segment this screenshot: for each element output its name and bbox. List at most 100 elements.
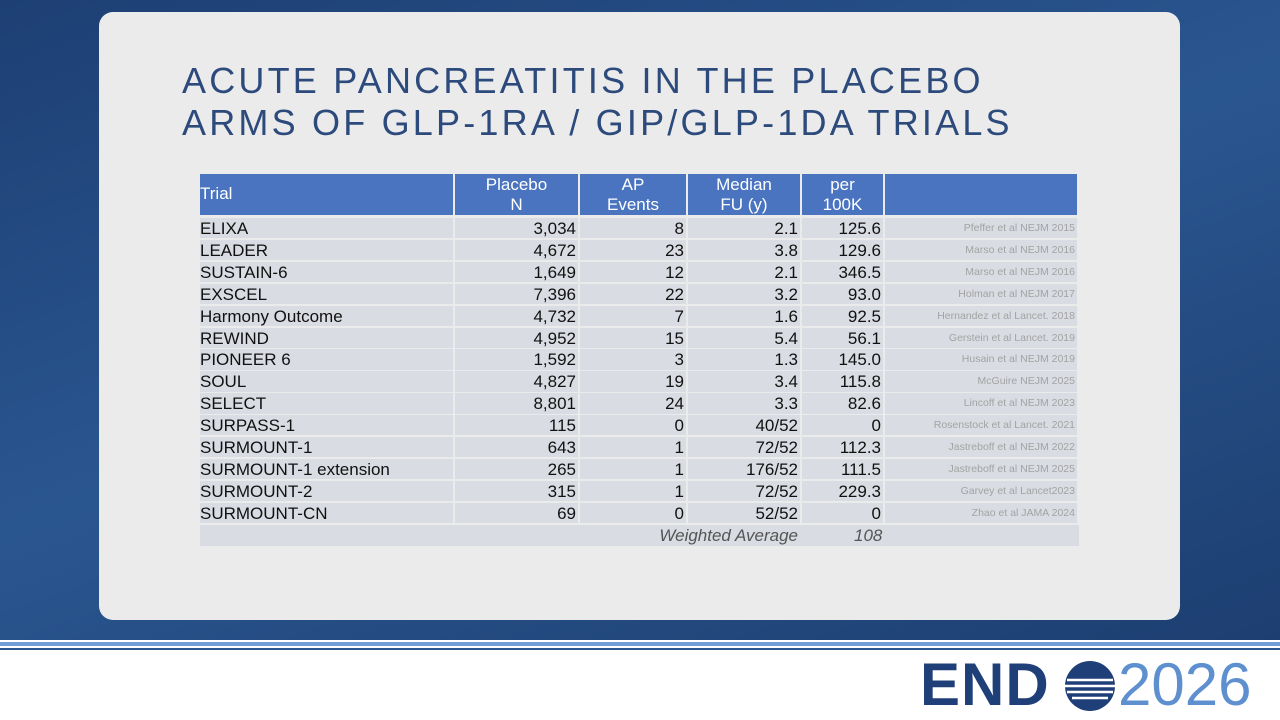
table-value: 72/52 bbox=[688, 437, 800, 458]
reference: Hernandez et al Lancet. 2018 bbox=[885, 305, 1077, 326]
table-value: 93.0 bbox=[802, 283, 883, 305]
table-value: 115.8 bbox=[802, 371, 883, 392]
reference: Marso et al NEJM 2016 bbox=[885, 239, 1077, 261]
trial-name: SURMOUNT-2 bbox=[200, 480, 453, 502]
table-value: 56.1 bbox=[802, 327, 883, 348]
trial-name: SURMOUNT-1 bbox=[200, 437, 453, 458]
trial-name: SOUL bbox=[200, 371, 453, 392]
trial-name: SURPASS-1 bbox=[200, 415, 453, 436]
table-value: 176/52 bbox=[688, 458, 800, 480]
reference: McGuire NEJM 2025 bbox=[885, 371, 1077, 392]
table-value: 4,672 bbox=[455, 239, 578, 261]
title-line: ACUTE PANCREATITIS IN THE PLACEBO bbox=[182, 60, 984, 101]
table-value: 111.5 bbox=[802, 458, 883, 480]
trial-name: EXSCEL bbox=[200, 283, 453, 305]
header-text: AP bbox=[621, 175, 645, 194]
table-value: 1.6 bbox=[688, 305, 800, 326]
reference: Lincoff et al NEJM 2023 bbox=[885, 393, 1077, 414]
table-value: 0 bbox=[580, 415, 686, 436]
table-value: 3.3 bbox=[688, 393, 800, 414]
table-value: 1.3 bbox=[688, 349, 800, 370]
trial-name: PIONEER 6 bbox=[200, 349, 453, 370]
header-cell: AP Events bbox=[580, 174, 686, 215]
trial-name: REWIND bbox=[200, 327, 453, 348]
table-value: 3 bbox=[580, 349, 686, 370]
header-cell: Median FU (y) bbox=[688, 174, 800, 215]
header-text: per bbox=[830, 175, 855, 194]
summary-value: 108 bbox=[854, 525, 883, 545]
reference: Rosenstock et al Lancet. 2021 bbox=[885, 415, 1077, 436]
table-value: 82.6 bbox=[802, 393, 883, 414]
table-value: 1 bbox=[580, 458, 686, 480]
table-value: 23 bbox=[580, 239, 686, 261]
table-value: 1,649 bbox=[455, 261, 578, 283]
table-value: 7 bbox=[580, 305, 686, 326]
logo-globe bbox=[1065, 661, 1115, 711]
trial-name: SURMOUNT-CN bbox=[200, 502, 453, 524]
reference: Jastreboff et al NEJM 2022 bbox=[885, 437, 1077, 458]
table-value: 3,034 bbox=[455, 218, 578, 239]
table-value: 22 bbox=[580, 283, 686, 305]
trial-name: SUSTAIN-6 bbox=[200, 261, 453, 283]
header-text: N bbox=[510, 195, 523, 214]
table-value: 4,827 bbox=[455, 371, 578, 392]
table-value: 1 bbox=[580, 480, 686, 502]
logo-year: 2026 bbox=[1118, 651, 1252, 718]
reference: Holman et al NEJM 2017 bbox=[885, 283, 1077, 305]
table-value: 265 bbox=[455, 458, 578, 480]
table-value: 8,801 bbox=[455, 393, 578, 414]
table-value: 15 bbox=[580, 327, 686, 348]
footer-stripe bbox=[0, 642, 1280, 646]
table-value: 643 bbox=[455, 437, 578, 458]
header-text: Median bbox=[716, 175, 772, 194]
footer-stripe bbox=[0, 648, 1280, 650]
reference: Gerstein et al Lancet. 2019 bbox=[885, 327, 1077, 348]
table-value: 2.1 bbox=[688, 261, 800, 283]
trial-name: LEADER bbox=[200, 239, 453, 261]
table-value: 69 bbox=[455, 502, 578, 524]
table-value: 112.3 bbox=[802, 437, 883, 458]
table-value: 40/52 bbox=[688, 415, 800, 436]
table-value: 1 bbox=[580, 437, 686, 458]
header-cell bbox=[885, 174, 1077, 215]
trial-name: SURMOUNT-1 extension bbox=[200, 458, 453, 480]
summary-label: Weighted Average bbox=[659, 525, 798, 545]
table-value: 229.3 bbox=[802, 480, 883, 502]
table-value: 92.5 bbox=[802, 305, 883, 326]
table-value: 4,952 bbox=[455, 327, 578, 348]
table-value: 52/52 bbox=[688, 502, 800, 524]
reference: Jastreboff et al NEJM 2025 bbox=[885, 458, 1077, 480]
title-line: ARMS OF GLP-1RA / GIP/GLP-1DA TRIALS bbox=[182, 102, 1013, 143]
trial-name: Harmony Outcome bbox=[200, 305, 453, 326]
table-value: 315 bbox=[455, 480, 578, 502]
table-value: 3.8 bbox=[688, 239, 800, 261]
table-value: 8 bbox=[580, 218, 686, 239]
reference: Pfeffer et al NEJM 2015 bbox=[885, 218, 1077, 239]
reference: Garvey et al Lancet2023 bbox=[885, 480, 1077, 502]
table-value: 24 bbox=[580, 393, 686, 414]
header-cell: per 100K bbox=[802, 174, 883, 215]
table-value: 0 bbox=[580, 502, 686, 524]
header-text: Placebo bbox=[485, 175, 548, 194]
trial-name: ELIXA bbox=[200, 218, 453, 239]
table-value: 4,732 bbox=[455, 305, 578, 326]
header-text: Trial bbox=[200, 184, 233, 203]
table-value: 3.4 bbox=[688, 371, 800, 392]
reference: Zhao et al JAMA 2024 bbox=[885, 502, 1077, 524]
table-value: 145.0 bbox=[802, 349, 883, 370]
table-value: 12 bbox=[580, 261, 686, 283]
table-value: 3.2 bbox=[688, 283, 800, 305]
table-value: 0 bbox=[802, 502, 883, 524]
table-value: 0 bbox=[802, 415, 883, 436]
table-value: 125.6 bbox=[802, 218, 883, 239]
footer: END 2026 bbox=[0, 640, 1280, 720]
table-value: 19 bbox=[580, 371, 686, 392]
table-value: 1,592 bbox=[455, 349, 578, 370]
header-text: 100K bbox=[822, 195, 863, 214]
header-text: FU (y) bbox=[720, 195, 768, 214]
table-value: 115 bbox=[455, 415, 578, 436]
header-text: Events bbox=[607, 195, 659, 214]
trial-name: SELECT bbox=[200, 393, 453, 414]
table-value: 129.6 bbox=[802, 239, 883, 261]
